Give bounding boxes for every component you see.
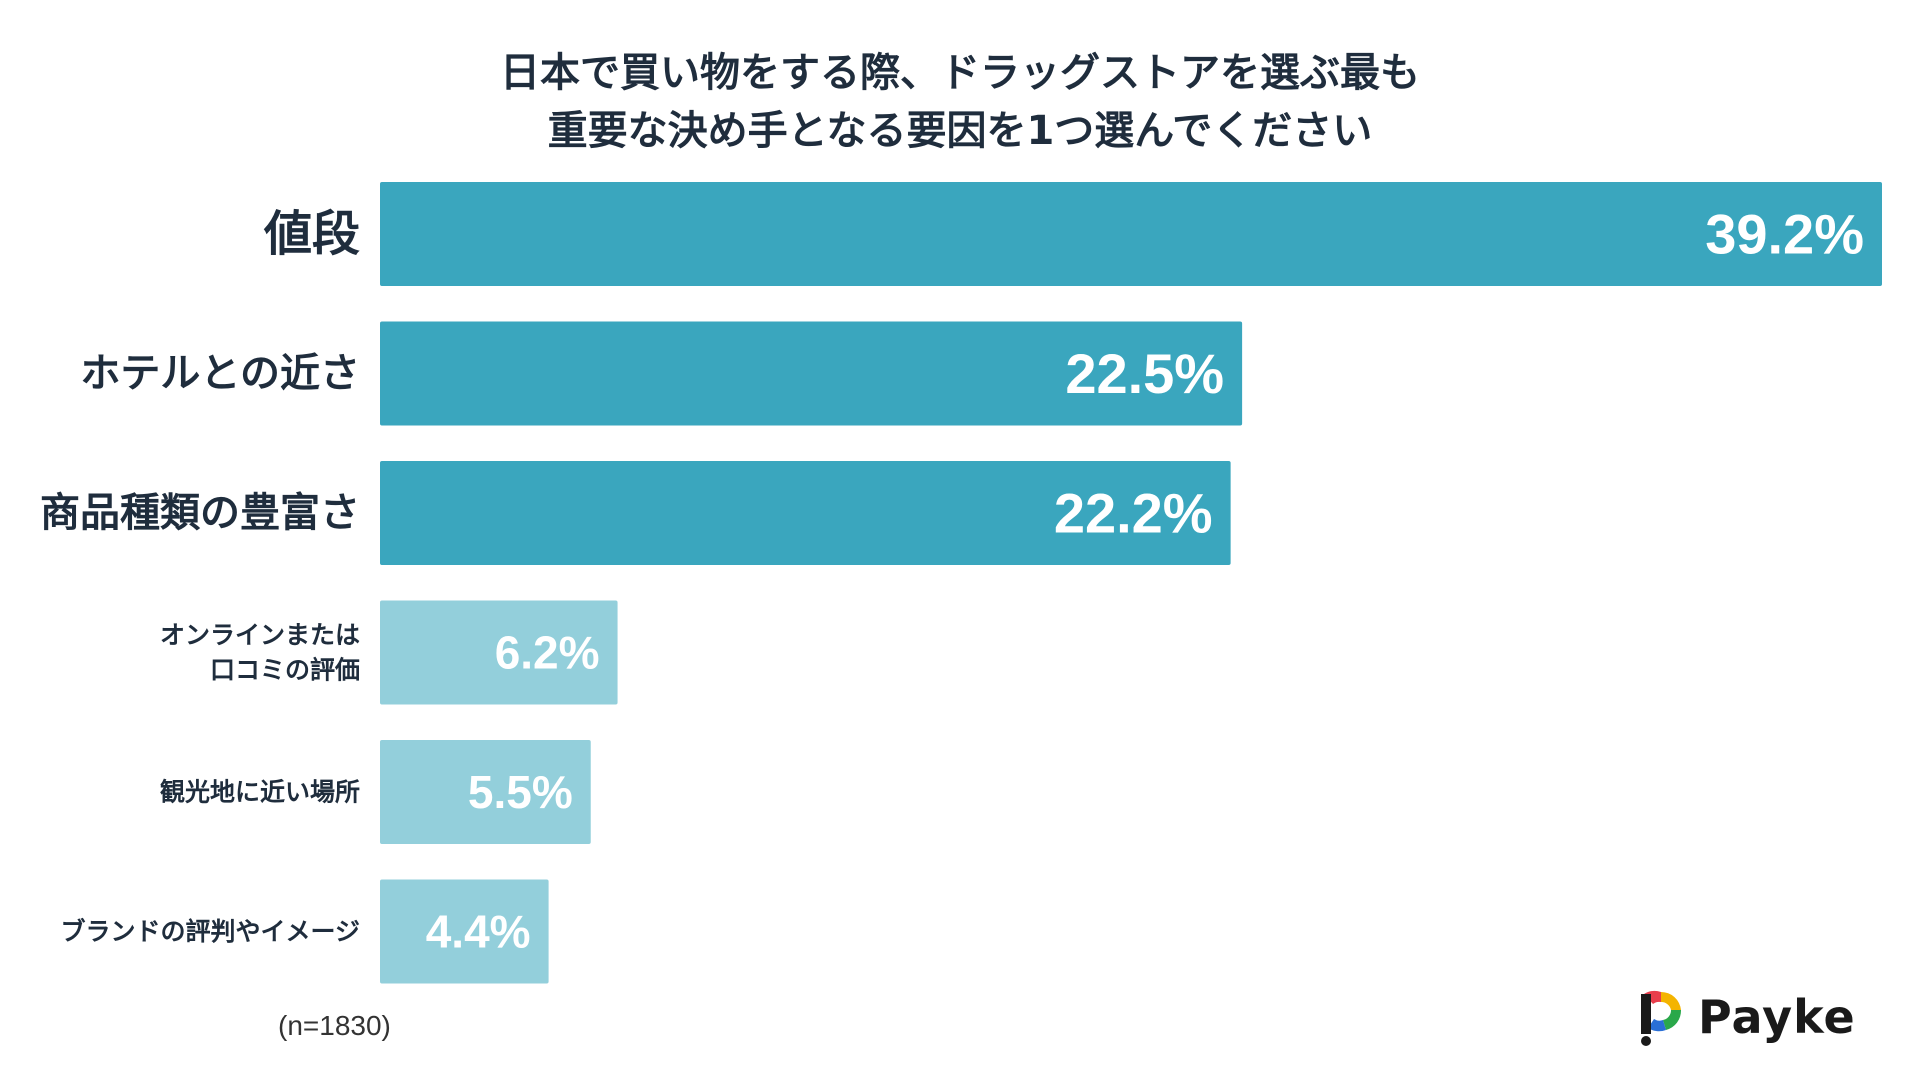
payke-logo: Payke — [1636, 986, 1876, 1058]
category-label-5: 観光地に近い場所 — [160, 778, 360, 807]
category-label-6-line-1: ブランドの評判やイメージ — [60, 917, 360, 946]
bar-4 — [380, 600, 618, 705]
payke-logo-text: Payke — [1698, 990, 1856, 1044]
category-label-4-line-1: オンラインまたは — [160, 621, 360, 650]
bar-6 — [380, 879, 549, 984]
bar-5 — [380, 740, 591, 844]
payke-logo-icon — [1641, 990, 1682, 1046]
bar-value-label-1: 39.2% — [1705, 203, 1864, 266]
bar-value-label-6: 4.4% — [426, 906, 531, 958]
bar-value-label-3: 22.2% — [1054, 482, 1213, 545]
category-label-1-line-1: 値段 — [263, 206, 360, 262]
bar-value-label-4: 6.2% — [495, 627, 600, 679]
chart-title-line-2: 重要な決め手となる要因を1つ選んでください — [547, 108, 1373, 154]
category-label-3-line-1: 商品種類の豊富さ — [40, 490, 360, 536]
chart-title-line-1: 日本で買い物をする際、ドラッグストアを選ぶ最も — [500, 50, 1420, 96]
category-label-3: 商品種類の豊富さ — [40, 490, 360, 536]
bar-value-label-2: 22.5% — [1065, 342, 1224, 405]
bar-3 — [380, 461, 1231, 565]
category-label-2: ホテルとの近さ — [80, 351, 360, 397]
sample-size-note: (n=1830) — [278, 1010, 391, 1041]
chart-title: 日本で買い物をする際、ドラッグストアを選ぶ最も 重要な決め手となる要因を1つ選ん… — [0, 44, 1920, 160]
category-label-4: オンラインまたは口コミの評価 — [160, 621, 360, 685]
bar-2 — [380, 321, 1243, 426]
category-label-4-line-2: 口コミの評価 — [210, 656, 360, 685]
bar-1 — [380, 182, 1882, 286]
category-label-2-line-1: ホテルとの近さ — [80, 351, 360, 397]
category-label-1: 値段 — [263, 206, 360, 262]
bar-value-label-5: 5.5% — [468, 766, 573, 818]
category-label-5-line-1: 観光地に近い場所 — [160, 778, 360, 807]
category-label-6: ブランドの評判やイメージ — [60, 917, 360, 946]
